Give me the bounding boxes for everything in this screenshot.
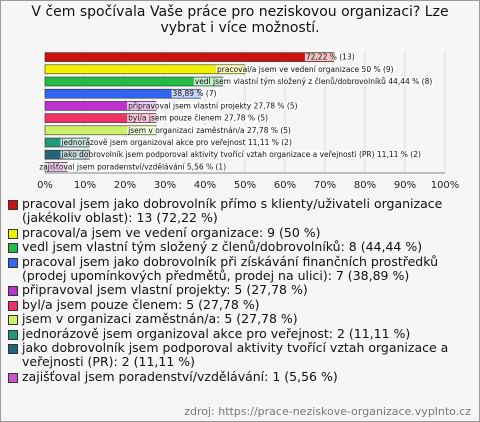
bar: [44, 52, 335, 62]
value-label: pracoval/a jsem ve vedení organizace 50 …: [217, 65, 394, 74]
legend-label: pracoval jsem jako dobrovolník při získá…: [22, 253, 438, 284]
chart-title: V čem spočívala Vaše práce pro neziskovo…: [31, 4, 449, 36]
legend-label: jsem v organizaci zaměstnán/a: 5 (27,78 …: [22, 311, 298, 327]
value-label: jednorázově jsem organizoval akce pro ve…: [60, 138, 292, 147]
value-label-bg: [171, 89, 218, 98]
legend-label: jednorázově jsem organizoval akce pro ve…: [22, 325, 411, 341]
legend-entry: připravoval jsem vlastní projekty: 5 (27…: [7, 283, 475, 297]
value-label-bg: [304, 53, 356, 62]
value-label: jako dobrovolník jsem podporoval aktivit…: [60, 150, 421, 159]
legend-swatch: [8, 344, 18, 355]
legend-swatch: [8, 257, 18, 268]
value-label-bg: [127, 101, 299, 110]
legend-entry: byl/a jsem pouze členem: 5 (27,78 %): [7, 296, 475, 312]
value-label-bg: [60, 150, 422, 159]
legend-label: pracoval jsem jako dobrovolník přímo s k…: [22, 196, 443, 226]
legend-swatch: [8, 300, 18, 311]
value-label-bg: [38, 162, 228, 171]
x-tick-label: 0%: [37, 180, 53, 191]
value-label-bg: [216, 65, 395, 74]
value-label: byl/a jsem pouze členem 27,78 % (5): [128, 114, 268, 123]
chart: 0% 10% 20% 30% 40% 50% 60% 70% 80% 90% 100% 72,22 %…: [37, 51, 460, 191]
value-label: vedl jsem vlastní tým složený z členů/do…: [195, 77, 433, 86]
legend-entry: zajišťoval jsem poradenství/vzdělávání: …: [7, 368, 475, 384]
legend-swatch: [8, 286, 18, 297]
legend-label: pracoval/a jsem ve vedení organizace: 9 …: [22, 224, 321, 240]
legend-swatch: [8, 228, 18, 239]
legend-entry: jako dobrovolník jsem podporoval aktivit…: [7, 340, 475, 370]
legend-entry: jednorázově jsem organizoval akce pro ve…: [7, 325, 475, 341]
legend-label: zajišťoval jsem poradenství/vzdělávání: …: [22, 368, 338, 384]
x-tick-label: 90%: [394, 180, 416, 191]
legend-label: připravoval jsem vlastní projekty: 5 (27…: [22, 282, 308, 298]
x-tick-label: 20%: [114, 180, 136, 191]
legend-swatch: [8, 200, 18, 210]
x-tick-label: 50%: [234, 180, 256, 191]
legend-label: vedl jsem vlastní tým složený z členů/do…: [22, 239, 423, 255]
legend-entry: pracoval jsem jako dobrovolník při získá…: [7, 253, 475, 284]
value-label-bg: [127, 114, 270, 123]
legend-swatch: [8, 243, 18, 254]
value-label: zajišťoval jsem poradenství/vzdělávání 5…: [39, 162, 226, 171]
source: zdroj: https://prace-neziskove-organizac…: [184, 405, 471, 418]
legend-swatch: [8, 315, 18, 326]
x-tick-label: 100%: [431, 180, 460, 191]
x-tick-label: 40%: [194, 180, 216, 191]
legend-label: byl/a jsem pouze členem: 5 (27,78 %): [22, 296, 260, 312]
legend-swatch: [8, 372, 18, 383]
bar: [44, 64, 246, 75]
value-label: 38,89 % (7): [173, 89, 217, 98]
x-tick-label: 60%: [274, 180, 296, 191]
value-label-bg: [193, 77, 434, 86]
value-label: připravoval jsem vlastní projekty 27,78 …: [128, 101, 298, 110]
value-label: 72,22 % (13): [306, 53, 355, 62]
legend-entry: vedl jsem vlastní tým složený z členů/do…: [7, 240, 475, 254]
legend-entry: pracoval jsem jako dobrovolník přímo s k…: [7, 196, 475, 226]
legend-entry: jsem v organizaci zaměstnán/a: 5 (27,78 …: [7, 312, 475, 326]
value-label-bg: [127, 126, 293, 135]
x-tick-label: 10%: [74, 180, 96, 191]
legend: pracoval jsem jako dobrovolník přímo s k…: [7, 196, 475, 384]
legend-swatch: [8, 329, 18, 340]
x-tick-label: 80%: [354, 180, 376, 191]
legend-label: jako dobrovolník jsem podporoval aktivit…: [22, 340, 449, 370]
legend-entry: pracoval/a jsem ve vedení organizace: 9 …: [7, 224, 475, 240]
x-tick-label: 70%: [314, 180, 336, 191]
value-label: jsem v organizaci zaměstnán/a 27,78 % (5…: [127, 126, 291, 135]
x-tick-label: 30%: [154, 180, 176, 191]
value-label-bg: [60, 138, 293, 147]
